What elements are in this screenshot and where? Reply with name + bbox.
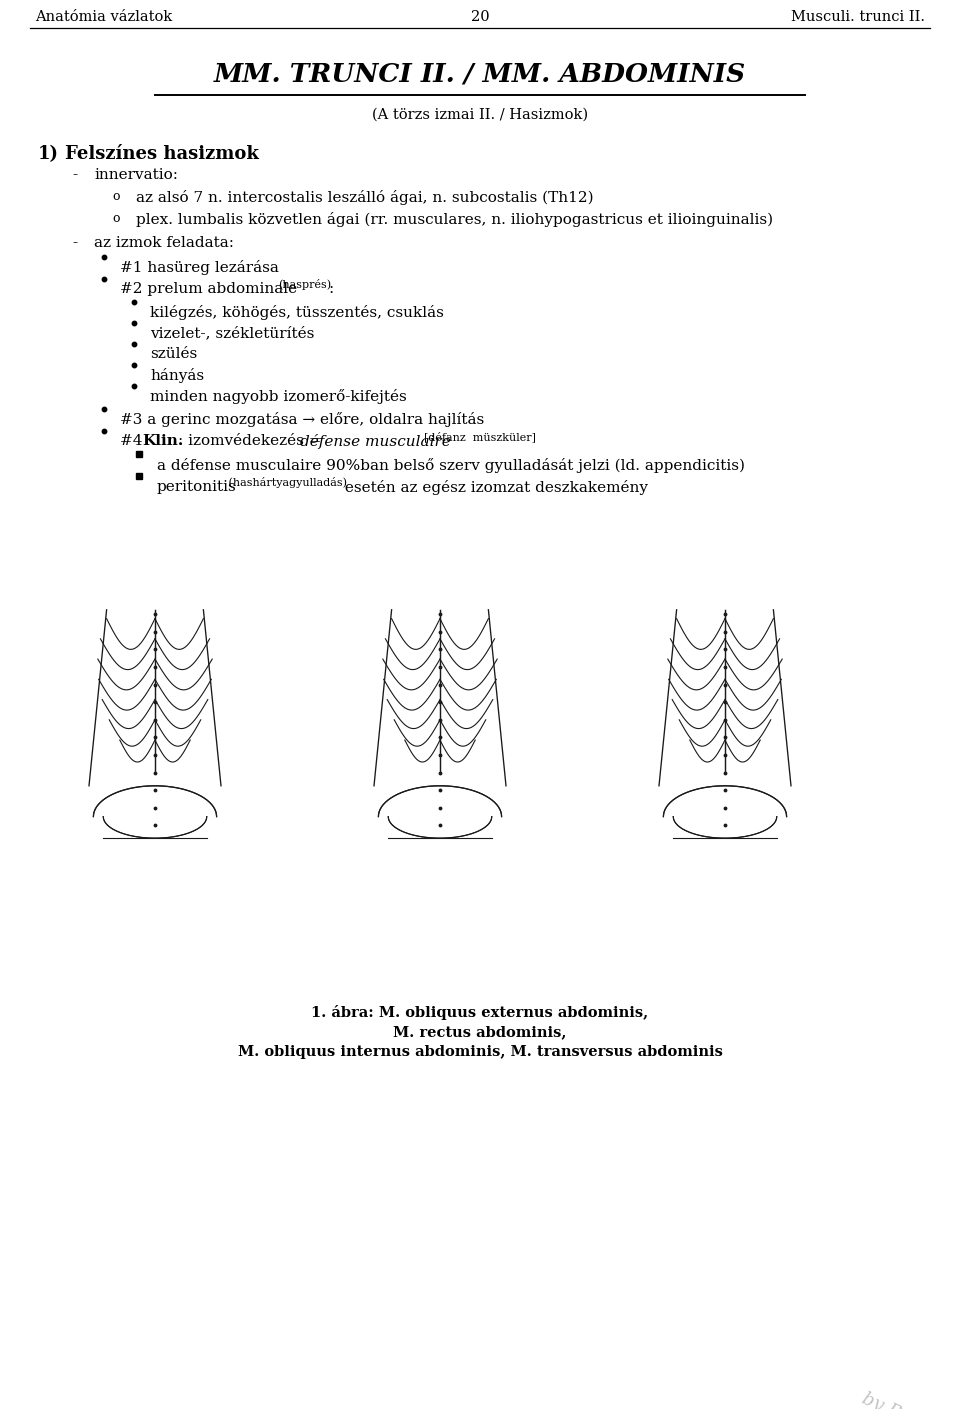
Text: kilégzés, köhögés, tüsszentés, csuklás: kilégzés, köhögés, tüsszentés, csuklás [150, 304, 444, 320]
Text: az izmok feladata:: az izmok feladata: [94, 235, 234, 249]
Text: M. rectus abdominis,: M. rectus abdominis, [394, 1024, 566, 1038]
Text: by BS: by BS [859, 1391, 915, 1409]
Text: peritonitis: peritonitis [157, 480, 237, 495]
Text: :: : [328, 282, 333, 296]
Text: #2 prelum abdominale: #2 prelum abdominale [120, 282, 298, 296]
Text: az alsó 7 n. intercostalis leszálló ágai, n. subcostalis (Th12): az alsó 7 n. intercostalis leszálló ágai… [136, 190, 593, 204]
Text: hányás: hányás [150, 368, 204, 383]
Text: -: - [72, 235, 77, 249]
Text: 20: 20 [470, 10, 490, 24]
Text: plex. lumbalis közvetlen ágai (rr. musculares, n. iliohypogastricus et ilioingui: plex. lumbalis közvetlen ágai (rr. muscu… [136, 211, 773, 227]
Text: a défense musculaire 90%ban belső szerv gyulladását jelzi (ld. appendicitis): a défense musculaire 90%ban belső szerv … [157, 458, 745, 473]
Text: : izomvédekezés =: : izomvédekezés = [178, 434, 326, 448]
Text: -: - [72, 168, 77, 182]
Text: vizelet-, székletürítés: vizelet-, székletürítés [150, 325, 314, 340]
Text: MM. TRUNCI II. / MM. ABDOMINIS: MM. TRUNCI II. / MM. ABDOMINIS [214, 62, 746, 87]
Text: 1. ábra: M. obliquus externus abdominis,: 1. ábra: M. obliquus externus abdominis, [311, 1005, 649, 1020]
Text: (hasprés): (hasprés) [278, 279, 331, 290]
Text: o: o [112, 190, 119, 203]
Text: Musculi. trunci II.: Musculi. trunci II. [791, 10, 925, 24]
Text: #1 hasüreg lezárása: #1 hasüreg lezárása [120, 261, 278, 275]
Text: [défanz  müszküler]: [défanz müszküler] [424, 431, 536, 442]
Text: #3 a gerinc mozgatása → előre, oldalra hajlítás: #3 a gerinc mozgatása → előre, oldalra h… [120, 411, 484, 427]
Text: M. obliquus internus abdominis, M. transversus abdominis: M. obliquus internus abdominis, M. trans… [237, 1045, 723, 1060]
Text: 1): 1) [38, 145, 59, 163]
Text: Felszínes hasizmok: Felszínes hasizmok [65, 145, 259, 163]
Text: #4: #4 [120, 434, 148, 448]
Text: Anatómia vázlatok: Anatómia vázlatok [35, 10, 172, 24]
Text: o: o [112, 211, 119, 225]
Text: innervatio:: innervatio: [94, 168, 178, 182]
Text: Klin.: Klin. [142, 434, 183, 448]
Text: minden nagyobb izomerő-kifejtés: minden nagyobb izomerő-kifejtés [150, 389, 407, 404]
Text: esetén az egész izomzat deszkakemény: esetén az egész izomzat deszkakemény [340, 480, 648, 495]
Text: défense musculaire: défense musculaire [300, 434, 451, 449]
Text: (hashártyagyulladás): (hashártyagyulladás) [225, 478, 347, 489]
Text: szülés: szülés [150, 347, 197, 361]
Text: (A törzs izmai II. / Hasizmok): (A törzs izmai II. / Hasizmok) [372, 108, 588, 123]
